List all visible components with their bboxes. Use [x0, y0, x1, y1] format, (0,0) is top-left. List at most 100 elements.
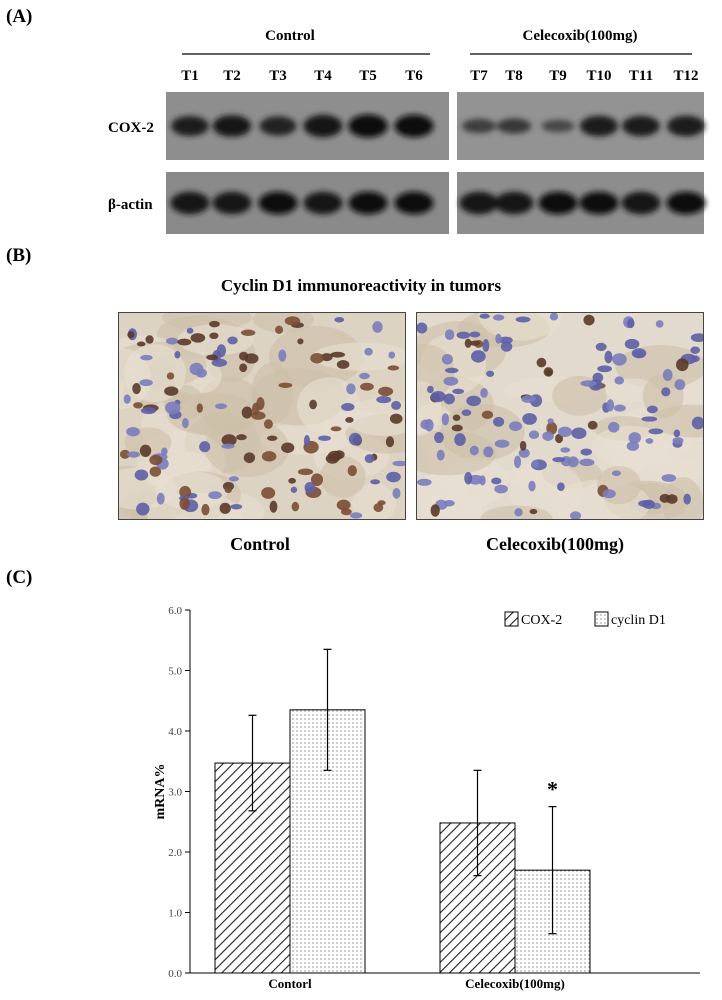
cell-nucleus — [177, 338, 192, 346]
cell-nucleus — [165, 401, 181, 415]
cell-nucleus — [386, 471, 401, 483]
cell-nucleus — [522, 413, 537, 425]
blot-band — [212, 191, 252, 215]
cell-nucleus — [221, 443, 235, 449]
cell-nucleus — [230, 504, 243, 510]
cell-nucleus — [567, 456, 579, 468]
cell-nucleus — [452, 414, 461, 421]
cell-nucleus — [392, 487, 401, 499]
blot-band — [462, 118, 496, 134]
cell-nucleus — [518, 448, 530, 458]
cell-nucleus — [641, 416, 658, 422]
cell-nucleus — [469, 331, 481, 338]
cell-nucleus — [297, 468, 314, 476]
ihc-image-control — [118, 312, 406, 520]
panel-b-label: (B) — [6, 245, 32, 266]
cell-nucleus — [297, 338, 304, 345]
cell-nucleus — [549, 312, 559, 321]
row-label-beta-actin: β-actin — [108, 197, 153, 213]
legend-swatch — [504, 611, 519, 627]
cell-nucleus — [206, 354, 219, 361]
cell-nucleus — [199, 441, 211, 453]
y-axis-label: mRNA% — [153, 764, 168, 820]
blot-band — [303, 114, 343, 138]
ihc-caption-control: Control — [230, 534, 290, 554]
cell-nucleus — [469, 445, 479, 456]
cell-nucleus — [469, 340, 481, 346]
cell-nucleus — [345, 416, 354, 423]
cell-nucleus — [531, 459, 539, 469]
cell-nucleus — [303, 434, 310, 447]
cell-nucleus — [691, 416, 704, 430]
cell-nucleus — [336, 499, 351, 511]
cell-nucleus — [378, 386, 394, 397]
cell-nucleus — [318, 435, 331, 441]
cell-nucleus — [416, 478, 432, 486]
x-category-label: Contorl — [268, 976, 312, 991]
cell-nucleus — [372, 321, 383, 333]
blot-band — [348, 191, 388, 215]
cell-nucleus — [479, 313, 490, 319]
cell-nucleus — [672, 437, 684, 445]
cell-nucleus — [166, 372, 175, 380]
lane-label-t2: T2 — [223, 68, 241, 84]
cell-nucleus — [494, 439, 510, 448]
cell-nucleus — [557, 426, 572, 438]
cell-nucleus — [261, 451, 277, 462]
cell-nucleus — [201, 503, 210, 516]
cell-nucleus — [334, 316, 345, 323]
cell-nucleus — [492, 314, 505, 321]
cell-nucleus — [611, 470, 621, 477]
blot-band — [496, 118, 532, 134]
cell-nucleus — [673, 429, 681, 438]
cell-nucleus — [229, 476, 239, 482]
cell-nucleus — [139, 379, 153, 387]
cell-nucleus — [134, 469, 149, 481]
x-category-label: Celecoxib(100mg) — [465, 976, 565, 991]
cell-nucleus — [389, 413, 403, 424]
cell-nucleus — [690, 355, 700, 363]
cell-nucleus — [452, 388, 465, 395]
lane-label-t7: T7 — [470, 68, 488, 84]
cell-nucleus — [495, 333, 502, 344]
cell-nucleus — [645, 438, 654, 444]
cell-nucleus — [483, 446, 494, 458]
blot-band — [348, 114, 388, 138]
cell-nucleus — [127, 331, 135, 339]
cell-nucleus — [624, 338, 640, 350]
cell-nucleus — [269, 500, 278, 513]
blot-band — [579, 191, 619, 215]
legend-label: COX-2 — [521, 613, 562, 628]
cell-nucleus — [514, 508, 523, 517]
cell-nucleus — [592, 372, 604, 383]
cell-nucleus — [661, 474, 677, 482]
cell-nucleus — [373, 503, 384, 513]
cell-nucleus — [441, 413, 450, 426]
cell-nucleus — [464, 471, 473, 485]
row-label-cox2: COX-2 — [108, 120, 154, 136]
cell-nucleus — [387, 365, 400, 371]
cell-nucleus — [278, 349, 287, 362]
cell-nucleus — [127, 451, 140, 458]
cell-nucleus — [416, 322, 428, 334]
cell-nucleus — [482, 338, 490, 352]
cell-nucleus — [189, 362, 204, 376]
cell-nucleus — [132, 382, 141, 395]
cell-nucleus — [604, 350, 613, 364]
cell-nucleus — [281, 442, 295, 453]
cell-nucleus — [470, 350, 486, 363]
blot-band — [621, 191, 661, 215]
cell-nucleus — [557, 482, 565, 492]
lane-label-t11: T11 — [629, 68, 653, 84]
cell-nucleus — [325, 453, 340, 464]
blot-band — [303, 191, 343, 215]
cell-nucleus — [676, 358, 689, 372]
cell-nucleus — [436, 449, 445, 461]
lane-label-t12: T12 — [673, 68, 698, 84]
cell-nucleus — [536, 357, 547, 368]
cell-nucleus — [166, 337, 179, 345]
cell-nucleus — [443, 376, 459, 386]
cell-nucleus — [597, 365, 612, 373]
cell-nucleus — [388, 351, 396, 359]
lane-label-t5: T5 — [359, 68, 377, 84]
